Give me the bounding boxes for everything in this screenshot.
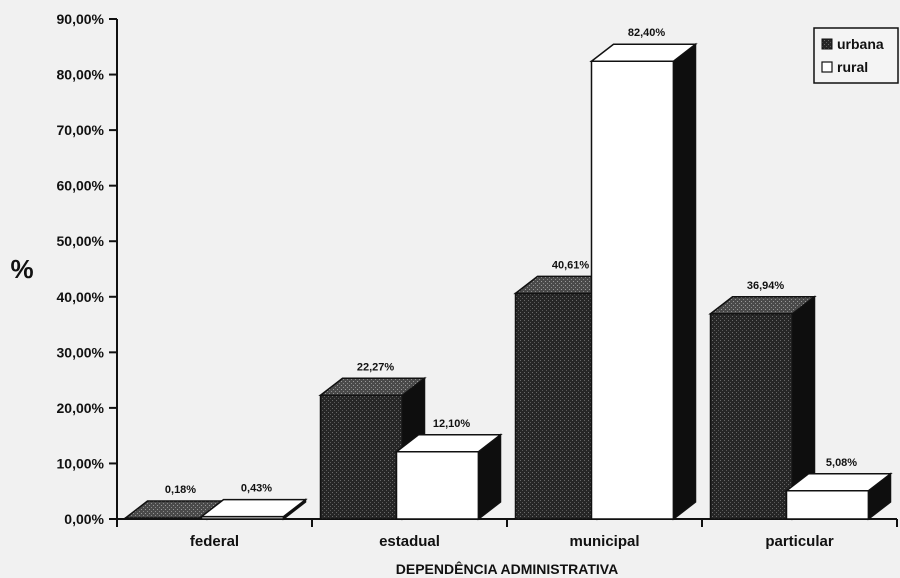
- bar-front-urbana-estadual: [319, 394, 404, 520]
- bar-front-urbana-particular: [709, 313, 794, 520]
- bar-top-urbana-particular: [708, 296, 817, 315]
- category-label-municipal: municipal: [569, 533, 639, 550]
- y-tick-label: 0,00%: [64, 511, 104, 527]
- category-label-federal: federal: [190, 533, 239, 550]
- y-tick-label: 30,00%: [57, 344, 105, 360]
- data-label-urbana-municipal: 40,61%: [552, 259, 590, 271]
- y-axis: 0,00% 10,00% 20,00% 30,00% 40,00% 50,00% 60,00…: [57, 11, 118, 527]
- category-label-particular: particular: [765, 533, 834, 550]
- bar-top-urbana-estadual: [318, 377, 427, 397]
- bar-front-rural-particular: [785, 490, 870, 520]
- bar-rural-particular: [784, 472, 893, 521]
- y-tick-label: 50,00%: [57, 233, 105, 249]
- bar-front-rural-municipal: [590, 60, 675, 520]
- data-labels: 0,18% 0,43% 22,27% 12,10% 40,61% 82,40% 36,94%…: [165, 27, 857, 496]
- x-axis-title: DEPENDÊNCIA ADMINISTRATIVA: [396, 560, 618, 577]
- legend-label-urbana: urbana: [837, 36, 884, 52]
- y-tick-label: 90,00%: [57, 11, 105, 27]
- bar-rural-federal: [199, 498, 308, 521]
- bar-top-rural-estadual: [394, 434, 503, 453]
- y-tick-label: 70,00%: [57, 122, 105, 138]
- data-label-urbana-estadual: 22,27%: [357, 361, 395, 373]
- y-tick-label: 20,00%: [57, 400, 105, 416]
- data-label-urbana-federal: 0,18%: [165, 484, 196, 496]
- x-axis: federal estadual municipal particular: [116, 518, 898, 550]
- legend-swatch-urbana: [821, 38, 833, 50]
- data-label-rural-federal: 0,43%: [241, 483, 272, 495]
- bar-front-rural-estadual: [395, 451, 480, 520]
- bar-top-rural-municipal: [589, 43, 698, 62]
- bars: [123, 42, 893, 521]
- y-tick-label: 80,00%: [57, 67, 105, 83]
- category-label-estadual: estadual: [379, 533, 440, 550]
- data-label-rural-particular: 5,08%: [826, 457, 857, 469]
- y-axis-title: %: [10, 254, 33, 284]
- bar-front-urbana-municipal: [514, 292, 599, 520]
- data-label-rural-estadual: 12,10%: [433, 418, 471, 430]
- bar-side-rural-municipal: [672, 42, 697, 521]
- legend: urbana rural: [813, 27, 899, 84]
- y-tick-label: 40,00%: [57, 289, 105, 305]
- y-tick-label: 10,00%: [57, 455, 105, 471]
- data-label-rural-municipal: 82,40%: [628, 27, 666, 39]
- bar-rural-estadual: [394, 433, 503, 521]
- legend-swatch-rural: [821, 61, 833, 73]
- bar-top-rural-particular: [784, 473, 893, 492]
- data-label-urbana-particular: 36,94%: [747, 280, 785, 292]
- legend-box: [813, 27, 899, 84]
- legend-label-rural: rural: [837, 59, 868, 75]
- bar-rural-municipal: [589, 42, 698, 521]
- bar-top-rural-federal: [199, 498, 308, 518]
- bar-urbana-estadual: [318, 376, 427, 521]
- y-tick-label: 60,00%: [57, 178, 105, 194]
